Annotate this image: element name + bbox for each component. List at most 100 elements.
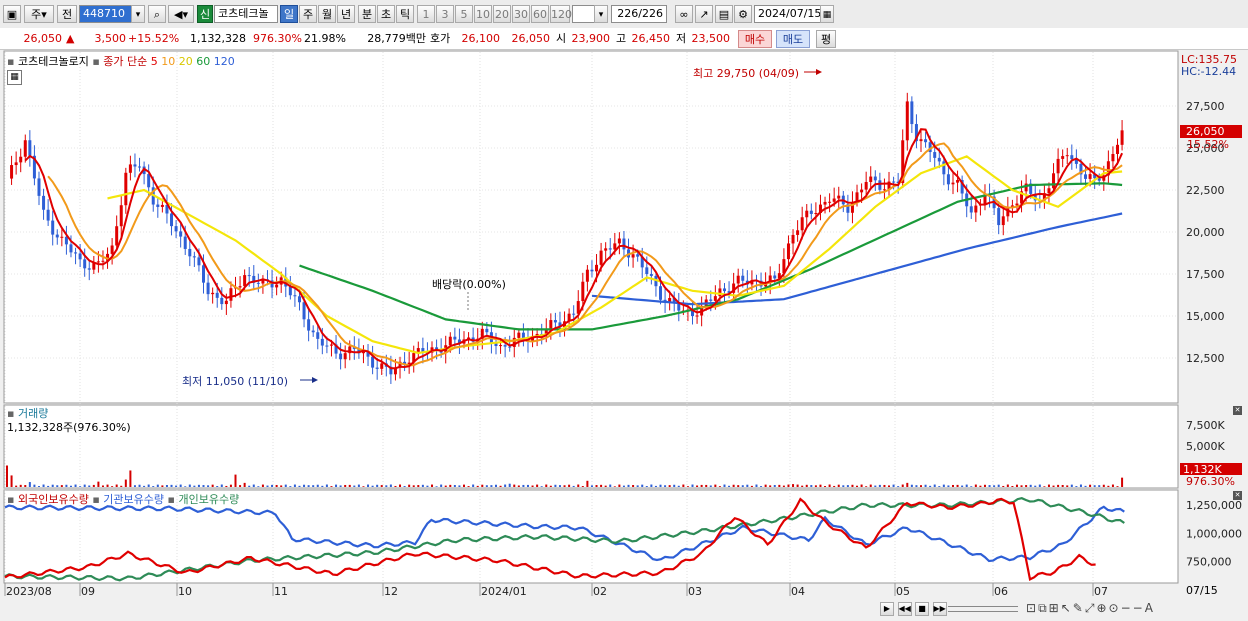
- tab-daily[interactable]: 일: [280, 5, 298, 23]
- volume-value: 1,132,328: [190, 32, 246, 45]
- lc-value: LC:135.75: [1181, 53, 1238, 66]
- volume-bar: [33, 484, 36, 487]
- candle-body: [174, 226, 178, 232]
- volume-bar: [956, 484, 959, 487]
- tab-tick[interactable]: 틱: [396, 5, 414, 23]
- window-icon[interactable]: ⧉: [1038, 601, 1049, 615]
- draw-tool-icon[interactable]: ↗: [695, 5, 713, 23]
- code-dropdown-icon[interactable]: ▾: [131, 5, 145, 23]
- candle-body: [416, 348, 420, 354]
- volume-bar: [846, 485, 849, 487]
- candle-body: [1024, 183, 1028, 192]
- font-size-icon[interactable]: A: [1144, 601, 1155, 615]
- date-field[interactable]: 2024/07/15: [754, 5, 834, 23]
- volume-bar: [604, 485, 607, 487]
- link-icon[interactable]: ∞: [675, 5, 693, 23]
- volume-tick-label: 5,000K: [1186, 440, 1225, 453]
- candle-body: [110, 245, 114, 254]
- min-120-button[interactable]: 120: [550, 5, 572, 23]
- candle-body: [106, 253, 110, 261]
- split-icon[interactable]: ⊞: [1048, 601, 1061, 615]
- tab-minute[interactable]: 분: [358, 5, 376, 23]
- candle-body: [160, 204, 164, 207]
- grid-table-icon[interactable]: ▦: [7, 70, 22, 85]
- screen-menu-icon[interactable]: ▣: [3, 5, 21, 23]
- min-3-button[interactable]: 3: [436, 5, 454, 23]
- market-type-select[interactable]: 주▾: [24, 5, 54, 23]
- search-icon[interactable]: ⌕: [148, 5, 166, 23]
- min-5-button[interactable]: 5: [455, 5, 473, 23]
- eval-button[interactable]: 평: [816, 30, 836, 48]
- candle-body: [1116, 144, 1120, 154]
- zoom-slider[interactable]: [948, 606, 1018, 612]
- volume-bar: [1084, 485, 1087, 487]
- candle-body: [1010, 205, 1014, 207]
- close-holder-panel-icon[interactable]: ✕: [1233, 491, 1242, 500]
- min-60-button[interactable]: 60: [531, 5, 549, 23]
- chart-canvas[interactable]: 27,500 25,000 22,500 20,000 17,500 15,000 12,5…: [0, 50, 1248, 621]
- layout-icon[interactable]: ⊡: [1026, 601, 1039, 615]
- min-20-button[interactable]: 20: [493, 5, 511, 23]
- data-count-field[interactable]: 226/226: [611, 5, 667, 23]
- mode-button[interactable]: 전: [57, 5, 77, 23]
- magnet-icon[interactable]: ⊕: [1096, 601, 1109, 615]
- candle-body: [983, 194, 987, 205]
- stop-icon[interactable]: ■: [915, 602, 929, 616]
- interval-dropdown-icon[interactable]: ▾: [594, 5, 608, 23]
- fast-forward-icon[interactable]: ▶▶: [932, 602, 947, 616]
- volume-bar: [536, 484, 539, 487]
- tab-second[interactable]: 초: [377, 5, 395, 23]
- pointer-icon[interactable]: ↖: [1060, 601, 1073, 615]
- code-input[interactable]: 448710: [79, 5, 145, 23]
- volume-bar: [618, 484, 621, 487]
- min-10-button[interactable]: 10: [474, 5, 492, 23]
- candle-body: [403, 361, 407, 365]
- volume-bar: [412, 485, 415, 487]
- draw-icon[interactable]: ✎: [1072, 601, 1085, 615]
- sell-button[interactable]: 매도: [776, 30, 810, 48]
- trend-icon[interactable]: ⤢: [1084, 601, 1097, 615]
- zoom-in-icon[interactable]: ⊙: [1108, 601, 1121, 615]
- volume-bar: [787, 484, 790, 487]
- volume-bar: [1079, 484, 1082, 487]
- min-30-button[interactable]: 30: [512, 5, 530, 23]
- calendar-icon[interactable]: ▦: [820, 5, 834, 23]
- volume-bar: [595, 485, 598, 487]
- min-1-button[interactable]: 1: [417, 5, 435, 23]
- candle-body: [32, 155, 36, 179]
- candle-body: [837, 195, 841, 199]
- candle-body: [485, 328, 489, 333]
- volume-bar: [1102, 484, 1105, 487]
- volume-bar: [106, 484, 109, 487]
- zoom-out-icon[interactable]: −: [1132, 601, 1145, 615]
- legend-bullet-icon: ▪: [167, 493, 175, 506]
- candle-body: [814, 212, 818, 214]
- tab-weekly[interactable]: 주: [299, 5, 317, 23]
- volume-bar: [773, 485, 776, 487]
- close-volume-panel-icon[interactable]: ✕: [1233, 406, 1242, 415]
- tab-monthly[interactable]: 월: [318, 5, 336, 23]
- candle-body: [800, 217, 804, 231]
- candle-body: [864, 182, 868, 190]
- gear-icon[interactable]: ⚙: [734, 5, 752, 23]
- volume-bar: [723, 484, 726, 487]
- volume-bar: [860, 484, 863, 487]
- candle-body: [78, 253, 82, 260]
- save-icon[interactable]: ▤: [715, 5, 733, 23]
- x-axis-label: 11: [274, 585, 288, 598]
- zoom-minus-icon[interactable]: −: [1120, 601, 1133, 615]
- buy-button[interactable]: 매수: [738, 30, 772, 48]
- scroll-right-icon[interactable]: ▶: [880, 602, 894, 616]
- candle-body: [677, 303, 681, 311]
- candle-body: [138, 166, 142, 168]
- ma20-line: [107, 155, 1123, 355]
- volume-bar: [271, 484, 274, 487]
- candle-body: [709, 299, 713, 301]
- speaker-icon[interactable]: ◀▾: [168, 5, 194, 23]
- volume-bar: [1043, 486, 1046, 487]
- candle-body: [42, 195, 46, 210]
- moving-averages: [24, 128, 1124, 370]
- rewind-icon[interactable]: ◀◀: [897, 602, 912, 616]
- tab-yearly[interactable]: 년: [337, 5, 355, 23]
- x-axis-label: 10: [178, 585, 192, 598]
